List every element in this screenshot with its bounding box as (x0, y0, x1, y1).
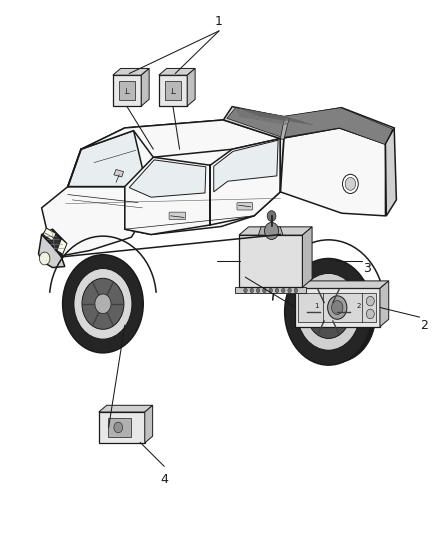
FancyBboxPatch shape (169, 212, 186, 220)
Polygon shape (119, 82, 135, 100)
Polygon shape (159, 75, 187, 106)
Polygon shape (129, 160, 206, 197)
Polygon shape (39, 235, 65, 268)
Circle shape (267, 211, 276, 221)
Circle shape (297, 266, 376, 362)
Circle shape (332, 301, 343, 314)
Circle shape (321, 302, 336, 321)
Polygon shape (385, 128, 396, 216)
Polygon shape (108, 418, 131, 437)
Polygon shape (42, 187, 151, 256)
Circle shape (263, 288, 266, 293)
Polygon shape (99, 405, 152, 412)
Circle shape (307, 285, 350, 338)
Polygon shape (258, 227, 283, 235)
Circle shape (288, 288, 291, 293)
Polygon shape (113, 75, 141, 106)
Polygon shape (210, 139, 280, 225)
Circle shape (244, 288, 247, 293)
Text: 3: 3 (363, 262, 371, 274)
Polygon shape (187, 68, 195, 106)
Circle shape (63, 255, 143, 353)
Polygon shape (223, 107, 394, 144)
Circle shape (343, 174, 358, 193)
Polygon shape (280, 128, 385, 216)
Circle shape (269, 288, 272, 293)
Polygon shape (141, 68, 149, 106)
Text: 1: 1 (314, 303, 318, 310)
Polygon shape (43, 230, 65, 256)
Polygon shape (68, 131, 151, 205)
Polygon shape (239, 235, 302, 287)
Circle shape (345, 177, 356, 190)
Polygon shape (227, 108, 392, 145)
Polygon shape (125, 157, 210, 235)
Circle shape (95, 294, 111, 313)
Polygon shape (298, 293, 376, 322)
Polygon shape (302, 227, 312, 287)
Polygon shape (159, 68, 195, 75)
Polygon shape (294, 281, 389, 288)
Polygon shape (81, 120, 280, 157)
Polygon shape (113, 68, 149, 75)
Polygon shape (165, 82, 181, 100)
Polygon shape (294, 288, 380, 327)
Circle shape (282, 288, 285, 293)
Polygon shape (236, 287, 306, 293)
Circle shape (82, 278, 124, 329)
Polygon shape (43, 228, 56, 241)
Polygon shape (214, 140, 278, 192)
Circle shape (328, 296, 347, 319)
Polygon shape (380, 281, 389, 327)
Circle shape (74, 269, 132, 339)
Polygon shape (280, 117, 289, 140)
Circle shape (256, 288, 260, 293)
Text: 1: 1 (215, 15, 223, 28)
Text: 2: 2 (356, 303, 360, 310)
Circle shape (250, 288, 254, 293)
Circle shape (285, 259, 372, 365)
FancyBboxPatch shape (237, 203, 253, 210)
Text: 4: 4 (160, 473, 168, 486)
Circle shape (297, 273, 360, 350)
Polygon shape (42, 229, 66, 256)
Circle shape (294, 288, 297, 293)
Polygon shape (99, 412, 145, 443)
Polygon shape (114, 169, 124, 177)
Text: 2: 2 (420, 319, 428, 332)
Polygon shape (57, 239, 67, 254)
Polygon shape (68, 120, 280, 235)
Circle shape (366, 309, 374, 319)
Circle shape (366, 296, 374, 306)
Circle shape (39, 252, 50, 265)
Circle shape (114, 422, 123, 433)
Circle shape (275, 288, 279, 293)
Polygon shape (145, 405, 152, 443)
Polygon shape (239, 227, 312, 235)
Circle shape (265, 222, 279, 239)
